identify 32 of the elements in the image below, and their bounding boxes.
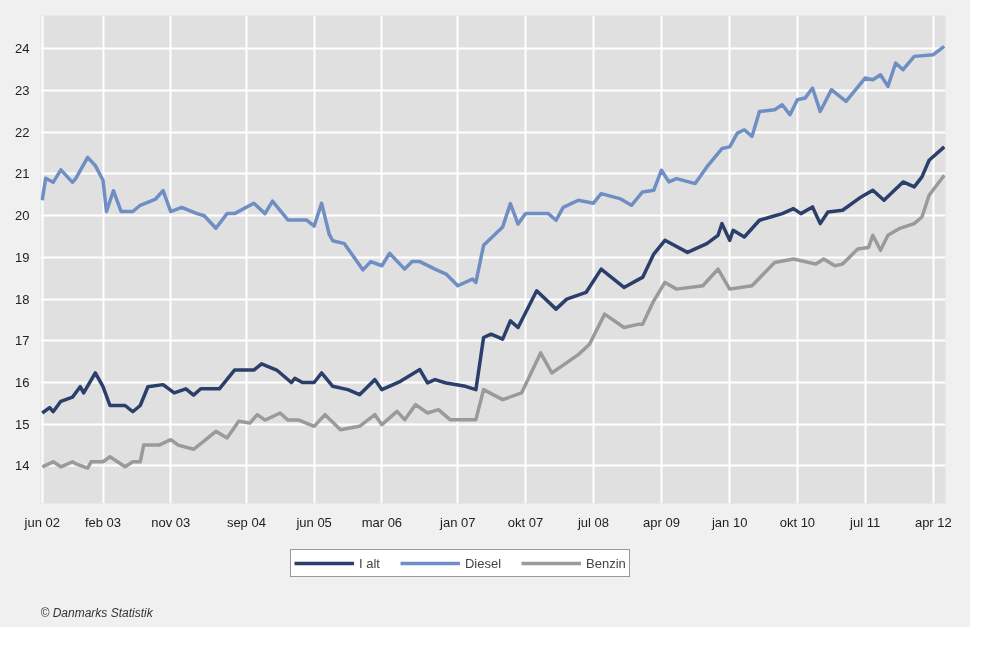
x-tick-label: feb 03 <box>84 514 122 530</box>
y-tick-label: 15 <box>15 416 30 432</box>
line-series <box>40 173 946 470</box>
legend-label: Diesel <box>464 555 502 571</box>
x-tick-label: nov 03 <box>151 514 191 530</box>
x-tick-label: apr 09 <box>643 514 680 530</box>
y-tick-label: 17 <box>15 333 30 349</box>
y-tick-label: 22 <box>15 124 30 140</box>
x-tick-label: jun 02 <box>23 514 60 530</box>
y-tick-label: 19 <box>15 249 30 265</box>
legend-label: I alt <box>359 555 380 571</box>
x-tick-label: jul 08 <box>576 514 610 530</box>
x-tick-label: jul 11 <box>849 514 881 530</box>
x-tick-label: apr 12 <box>914 514 952 530</box>
y-tick-label: 21 <box>15 166 30 182</box>
text: © Danmarks Statistik <box>40 605 154 620</box>
x-tick-label: jun 05 <box>295 514 332 530</box>
x-tick-label: sep 04 <box>226 514 266 530</box>
line-series <box>40 145 946 415</box>
x-tick-label: mar 06 <box>361 514 403 530</box>
y-tick-label: 24 <box>15 41 30 57</box>
y-tick-label: 20 <box>15 208 30 224</box>
legend-label: Benzin <box>586 555 626 571</box>
line-series <box>40 44 946 288</box>
y-tick-label: 14 <box>15 458 30 474</box>
y-tick-label: 16 <box>15 375 30 391</box>
y-tick-label: 18 <box>15 291 30 307</box>
y-tick-label: 23 <box>15 83 30 99</box>
x-tick-label: jan 10 <box>710 514 748 530</box>
x-tick-label: jan 07 <box>439 514 476 530</box>
x-tick-label: okt 07 <box>507 514 544 530</box>
x-tick-label: okt 10 <box>779 514 816 530</box>
